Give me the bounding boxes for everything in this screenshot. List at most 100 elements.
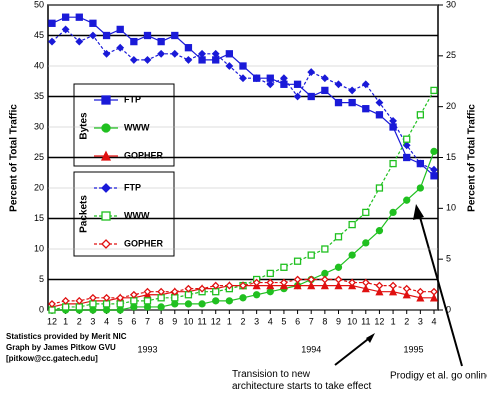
point [375,184,384,192]
point [389,116,397,125]
point [61,296,70,305]
point [116,25,124,34]
x-tick-label: 12 [211,316,221,326]
series-line [51,28,435,171]
point [389,123,397,131]
series-line [51,278,434,305]
point [320,281,329,290]
point [321,86,329,95]
point [375,227,384,235]
x-tick-label: 12 [374,316,384,326]
point [61,303,70,311]
point [280,74,288,83]
legend-marker [101,239,111,249]
point [130,303,138,311]
point [170,49,179,58]
point [403,196,411,204]
x-tick-label: 10 [347,316,357,326]
year-label: 1995 [404,344,424,354]
point [157,294,165,302]
point [266,74,274,82]
x-tick-label: 1 [227,316,232,326]
point [225,50,234,58]
point [430,147,438,156]
x-tick-label: 1 [391,316,396,326]
point [321,245,329,253]
point [143,303,152,311]
annotation-arrow [334,335,373,366]
point [320,275,329,284]
point [416,111,425,119]
point [48,19,56,27]
point [252,291,261,299]
series-line [51,90,435,311]
point [429,293,439,302]
annotation-arrow [417,209,463,367]
note: Graph by James Pitkow GVU [6,343,116,352]
legend-label: FTP [124,182,141,192]
point [389,287,398,296]
y2-axis-label: Percent of Total Traffic [467,104,478,212]
x-tick-label: 9 [336,316,341,326]
y-tick-label: 25 [34,152,44,162]
point [280,263,288,271]
annotation: Transision to new architecture starts to … [232,369,372,392]
legend-group-label: Packets [79,195,90,233]
point [375,98,384,107]
point [61,25,70,34]
x-tick-label: 2 [77,316,82,326]
x-tick-label: 12 [47,316,57,326]
year-label: 1993 [137,344,157,354]
point [334,281,343,290]
legend-label: FTP [124,94,141,104]
point [225,297,234,305]
point [389,159,397,168]
annotation-arrowhead [366,333,375,343]
y-tick-label: 15 [34,213,44,223]
x-tick-label: 10 [183,316,193,326]
point [75,13,83,21]
point [157,287,166,296]
point [280,278,288,287]
point [143,31,152,40]
legend-marker [101,123,111,133]
point [293,275,302,284]
legend-label: GOPHER [124,150,164,160]
x-tick-label: 5 [118,316,123,326]
point [334,80,343,89]
y-axis-label: Percent of Total Traffic [9,104,20,212]
point [239,62,247,70]
point [198,300,206,308]
point [307,275,316,284]
y-tick-label: 35 [34,91,44,101]
x-tick-label: 4 [268,316,273,326]
point [239,281,247,290]
point [48,306,56,314]
point [361,284,370,293]
point [403,135,411,143]
y2-tick-label: 30 [446,0,456,9]
x-tick-label: 6 [295,316,300,326]
point [430,287,438,296]
x-tick-label: 11 [361,316,370,326]
point [239,74,247,83]
point [362,105,370,113]
x-tick-label: 3 [90,316,95,326]
point [116,306,124,314]
y2-tick-label: 25 [446,50,456,60]
y2-tick-label: 5 [446,254,451,264]
point [212,297,220,305]
point [416,287,425,296]
point [89,306,97,314]
point [389,281,397,290]
x-tick-label: 7 [145,316,150,326]
point [102,31,111,40]
point [170,287,179,296]
point [348,98,356,107]
point [130,297,138,305]
point [348,278,357,287]
point [143,287,152,296]
point [307,281,316,290]
point [266,269,274,278]
point [375,287,384,296]
